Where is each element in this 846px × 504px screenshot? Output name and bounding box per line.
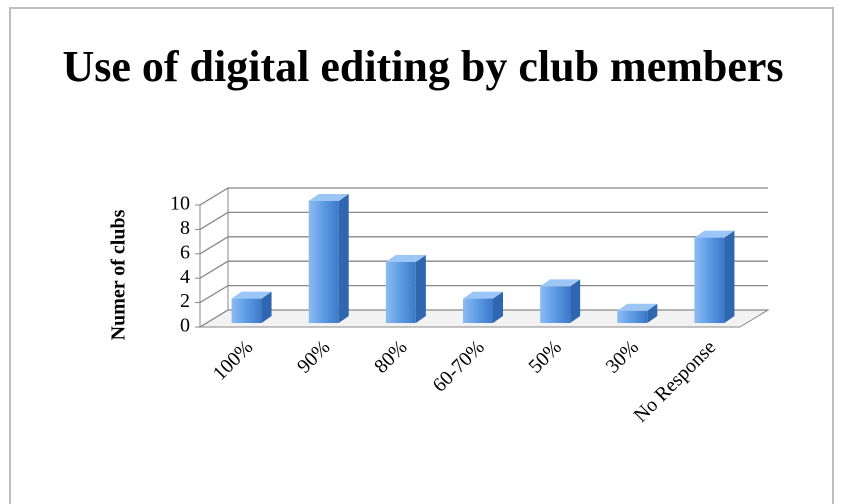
- y-tick-label: 4: [180, 266, 190, 288]
- bar: [694, 237, 725, 323]
- y-tick-label: 8: [180, 217, 190, 239]
- y-tick-label: 2: [180, 290, 190, 312]
- bar-top: [617, 303, 658, 311]
- bar: [540, 286, 571, 323]
- bar: [617, 310, 648, 323]
- grid-line: [199, 236, 768, 255]
- bar: [308, 201, 339, 323]
- y-tick-label: 0: [180, 315, 190, 337]
- bar-side: [493, 291, 503, 323]
- bar-side: [647, 303, 658, 323]
- y-tick-label: 6: [180, 241, 190, 263]
- bar-top: [231, 291, 272, 299]
- y-axis-label: Numer of clubs: [108, 209, 130, 340]
- grid-line: [199, 260, 768, 279]
- grid-line: [199, 211, 768, 230]
- bar-side: [570, 279, 581, 323]
- bar: [231, 298, 262, 323]
- bar-side: [724, 230, 735, 323]
- bar-top: [385, 255, 426, 262]
- bar-side: [338, 194, 349, 323]
- bar-side: [415, 255, 426, 323]
- y-tick-label: 10: [170, 193, 190, 215]
- bar: [385, 262, 416, 323]
- chart-title: Use of digital editing by club members: [62, 42, 784, 91]
- bar-top: [540, 279, 581, 287]
- bar-top: [694, 230, 735, 238]
- grid-line: [199, 284, 768, 304]
- bar-top: [308, 194, 349, 201]
- grid-line: [199, 309, 768, 328]
- bar: [463, 298, 493, 323]
- title-box: Use of digital editing by club members: [62, 42, 784, 91]
- grid-line: [199, 187, 768, 206]
- bar-side: [261, 291, 272, 323]
- bar-top: [463, 291, 503, 299]
